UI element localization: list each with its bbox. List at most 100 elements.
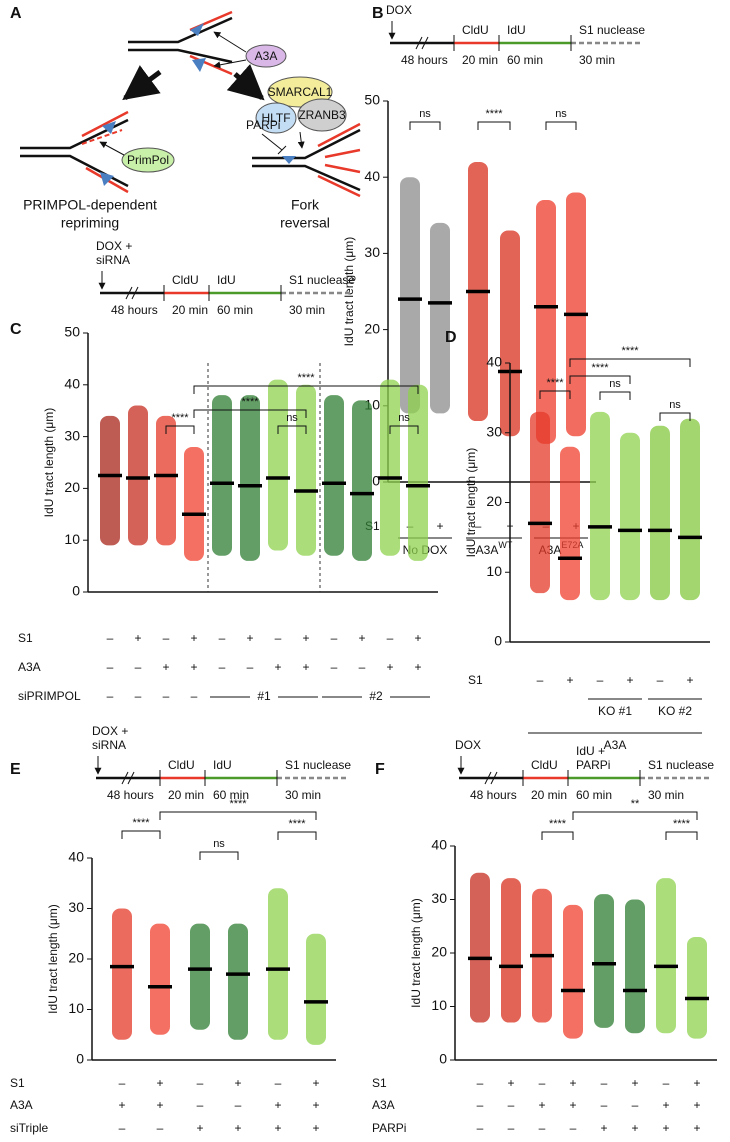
row-mark: –	[477, 1076, 484, 1090]
timeline-label: 60 min	[576, 788, 612, 802]
sig-label: ****	[591, 362, 609, 374]
group-label: #2	[369, 689, 383, 703]
dot-cloud	[501, 878, 521, 1023]
timeline-label: S1 nuclease	[648, 758, 714, 772]
node-label: PrimPol	[127, 153, 169, 167]
row-mark: +	[693, 1121, 700, 1135]
timeline-label: CldU	[172, 273, 199, 287]
y-tick-label: 50	[364, 92, 380, 108]
row-mark: –	[247, 660, 254, 674]
y-tick-label: 40	[364, 168, 380, 184]
dot-cloud	[212, 395, 232, 556]
timeline-label: 30 min	[289, 303, 325, 317]
group-label-sup: WT	[498, 540, 512, 550]
outcome-label: Fork	[291, 197, 320, 213]
node-label: ZRANB3	[298, 108, 346, 122]
y-tick-label: 0	[372, 473, 380, 489]
sig-label: ns	[609, 378, 621, 390]
timeline-label: 20 min	[168, 788, 204, 802]
row-mark: +	[662, 1098, 669, 1112]
row-mark: +	[686, 673, 693, 687]
row-mark: –	[657, 673, 664, 687]
sig-bracket	[193, 409, 307, 418]
dot-cloud	[680, 418, 700, 601]
sig-bracket	[541, 831, 574, 840]
row-mark: –	[539, 1076, 546, 1090]
y-tick-label: 10	[64, 531, 80, 547]
dot-cloud	[306, 933, 326, 1045]
row-mark: +	[631, 1121, 638, 1135]
panel-letter: A	[10, 5, 22, 22]
group-label: A3AWT	[476, 540, 513, 557]
dot-cloud	[650, 425, 670, 601]
timeline-label: CldU	[168, 758, 195, 772]
sig-label: ns	[213, 838, 225, 850]
row-mark: +	[662, 1121, 669, 1135]
row-mark: –	[163, 631, 170, 645]
dot-cloud	[430, 222, 450, 414]
row-mark: +	[246, 631, 253, 645]
row-mark: +	[600, 1121, 607, 1135]
sig-bracket	[665, 831, 698, 840]
timeline-label: siRNA	[96, 253, 130, 267]
timeline-label: 30 min	[648, 788, 684, 802]
y-axis-label: IdU tract length (μm)	[409, 898, 423, 1008]
outcome-label: PRIMPOL-dependent	[23, 197, 157, 213]
row-mark: –	[197, 1076, 204, 1090]
row-mark: –	[359, 660, 366, 674]
sig-label: **	[631, 798, 640, 810]
timeline-label: 48 hours	[107, 788, 154, 802]
row-mark: –	[508, 1098, 515, 1112]
y-tick-label: 40	[431, 837, 447, 853]
y-tick-label: 30	[364, 244, 380, 260]
row-mark: +	[312, 1098, 319, 1112]
timeline-label: DOX	[386, 3, 412, 17]
timeline-label: S1 nuclease	[579, 23, 645, 37]
y-axis-label: IdU tract length (μm)	[42, 408, 56, 518]
row-mark: +	[274, 1121, 281, 1135]
sig-bracket	[569, 358, 691, 367]
sig-label: ****	[549, 818, 567, 830]
sig-bracket	[121, 830, 161, 839]
row-mark: +	[631, 1076, 638, 1090]
dot-cloud	[687, 936, 707, 1039]
timeline-label: 60 min	[213, 788, 249, 802]
row-mark: +	[134, 631, 141, 645]
dot-cloud	[530, 411, 550, 594]
row-name: S1	[372, 1076, 387, 1090]
dot-cloud	[352, 400, 372, 561]
timeline-label: 48 hours	[401, 53, 448, 67]
group-label: A3A	[604, 738, 627, 752]
row-mark: –	[477, 1121, 484, 1135]
y-tick-label: 30	[486, 423, 502, 439]
row-mark: –	[570, 1121, 577, 1135]
timeline-label: 20 min	[172, 303, 208, 317]
row-mark: +	[358, 631, 365, 645]
group-label-text: #2	[369, 689, 383, 703]
timeline-label: IdU +	[576, 744, 605, 758]
timeline-label: 30 min	[285, 788, 321, 802]
timeline-break	[125, 286, 139, 300]
y-tick-label: 20	[431, 944, 447, 960]
timeline-label: IdU	[507, 23, 526, 37]
row-mark: –	[107, 660, 114, 674]
sig-label: ns	[555, 108, 567, 120]
sig-bracket	[199, 851, 239, 860]
row-mark: –	[107, 689, 114, 703]
row-name: S1	[468, 673, 483, 687]
timeline-label: siRNA	[92, 738, 126, 752]
y-tick-label: 30	[68, 899, 84, 915]
timeline-label: 30 min	[579, 53, 615, 67]
y-axis-label: IdU tract length (μm)	[464, 448, 478, 558]
sig-bracket	[477, 121, 511, 130]
timeline-label: CldU	[462, 23, 489, 37]
sig-bracket	[193, 385, 419, 394]
panel-letter: D	[445, 329, 457, 346]
row-mark: +	[538, 1098, 545, 1112]
dot-cloud	[100, 415, 120, 546]
row-mark: +	[196, 1121, 203, 1135]
y-tick-label: 0	[76, 1051, 84, 1067]
dot-cloud	[563, 904, 583, 1039]
dot-cloud	[268, 379, 288, 551]
row-mark: –	[537, 673, 544, 687]
